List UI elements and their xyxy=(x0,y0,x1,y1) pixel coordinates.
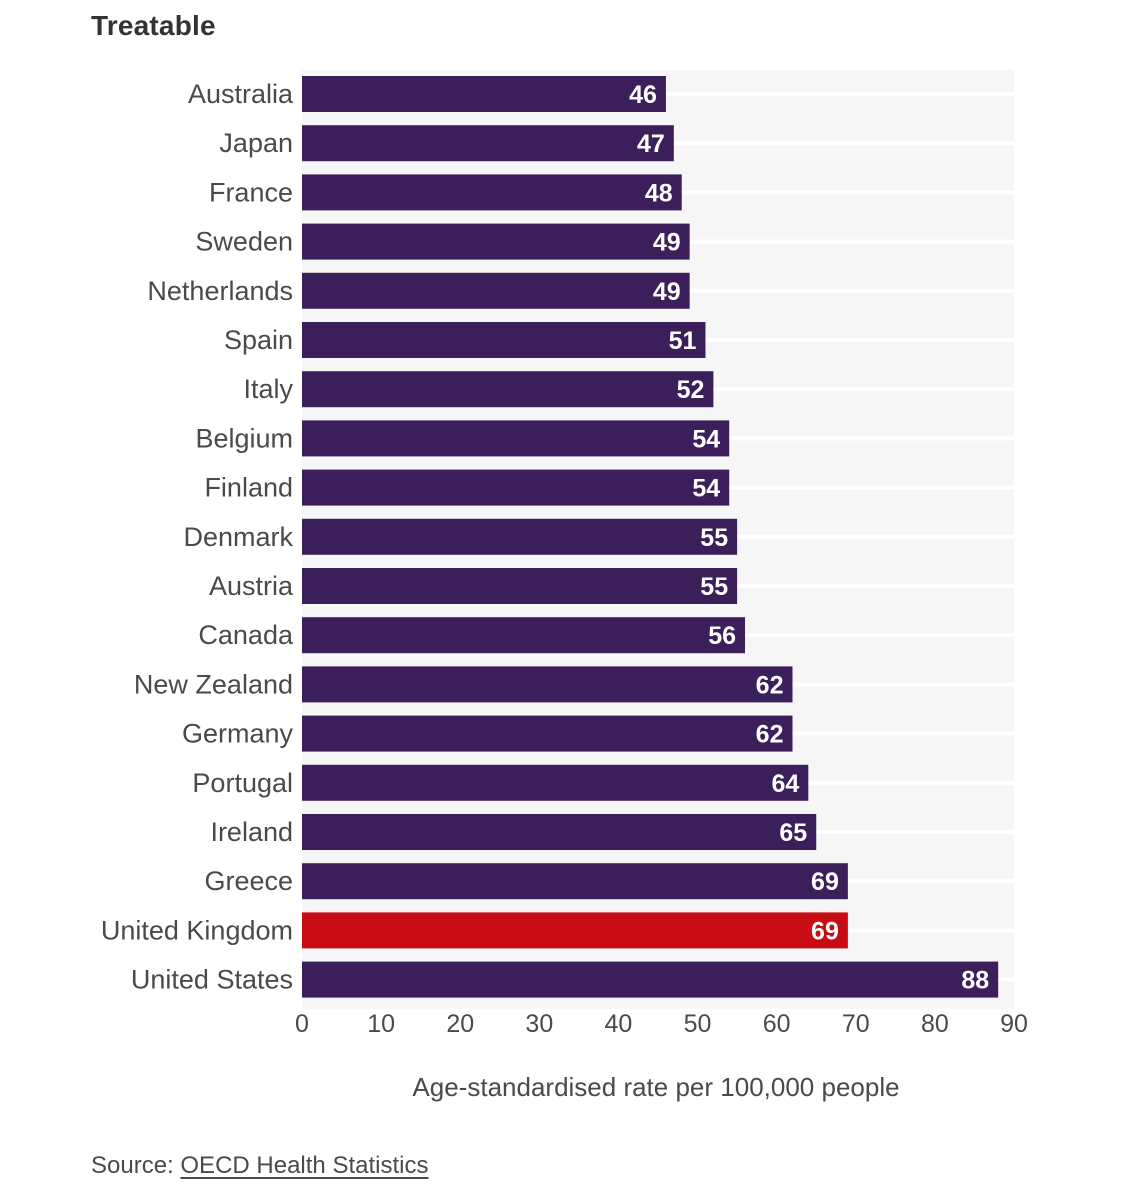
x-tick-label: 30 xyxy=(525,1010,553,1038)
source-prefix: Source: xyxy=(91,1152,181,1179)
value-label: 65 xyxy=(779,819,807,847)
category-label: Sweden xyxy=(195,227,293,257)
category-label: Austria xyxy=(209,571,294,601)
bar xyxy=(302,666,793,703)
value-label: 62 xyxy=(756,671,784,699)
x-tick-label: 50 xyxy=(684,1010,712,1038)
bar xyxy=(302,420,730,457)
x-tick-label: 10 xyxy=(367,1010,395,1038)
category-label: Denmark xyxy=(183,522,293,552)
source-link[interactable]: OECD Health Statistics xyxy=(180,1152,429,1179)
category-label: Canada xyxy=(198,620,294,650)
category-label: Germany xyxy=(182,719,294,749)
x-tick-label: 60 xyxy=(763,1010,791,1038)
x-tick-label: 70 xyxy=(842,1010,870,1038)
x-tick-label: 40 xyxy=(605,1010,633,1038)
bar xyxy=(302,912,848,949)
source-note: Source: OECD Health Statistics xyxy=(91,1152,428,1180)
category-label: Spain xyxy=(224,325,293,355)
category-label: Australia xyxy=(188,79,294,109)
x-tick-label: 0 xyxy=(295,1010,309,1038)
bar-chart: Australia Japan France Sweden Netherlands Spa… xyxy=(100,76,1028,1102)
value-label: 54 xyxy=(692,425,720,453)
bar xyxy=(302,371,714,408)
value-label: 55 xyxy=(700,573,728,601)
value-label: 64 xyxy=(771,770,799,798)
category-label: Greece xyxy=(204,866,293,896)
bar xyxy=(302,272,690,309)
chart-title: Treatable xyxy=(91,10,216,41)
value-label: 88 xyxy=(961,967,989,995)
bar xyxy=(302,814,817,850)
value-label: 56 xyxy=(708,622,736,650)
bar xyxy=(302,76,666,112)
category-label: Japan xyxy=(219,128,293,158)
x-axis-title: Age-standardised rate per 100,000 people xyxy=(412,1072,899,1102)
bar xyxy=(302,617,746,654)
value-label: 49 xyxy=(653,229,681,257)
category-label: Italy xyxy=(243,374,293,404)
bar xyxy=(302,764,809,801)
category-label: France xyxy=(209,177,293,207)
value-label: 69 xyxy=(811,868,839,896)
bar xyxy=(302,863,848,900)
bar xyxy=(302,518,738,555)
bars xyxy=(302,76,999,998)
value-label: 51 xyxy=(669,327,697,355)
x-tick-label: 80 xyxy=(921,1010,949,1038)
value-label: 46 xyxy=(629,81,657,109)
bar xyxy=(302,568,738,604)
category-label: New Zealand xyxy=(134,669,293,699)
value-label: 55 xyxy=(700,524,728,552)
value-label: 62 xyxy=(756,721,784,749)
bar xyxy=(302,715,793,752)
bar xyxy=(302,125,674,162)
bar xyxy=(302,223,690,260)
value-label: 48 xyxy=(645,179,673,207)
category-label: Belgium xyxy=(195,423,293,453)
x-axis-ticks: 0 10 20 30 40 50 60 70 80 90 xyxy=(295,1010,1028,1038)
bar xyxy=(302,174,682,211)
value-label: 69 xyxy=(811,917,839,945)
category-label: United Kingdom xyxy=(101,915,293,945)
x-tick-label: 90 xyxy=(1000,1010,1028,1038)
category-labels: Australia Japan France Sweden Netherlands Spa… xyxy=(101,79,294,995)
value-label: 49 xyxy=(653,278,681,306)
category-label: Netherlands xyxy=(147,276,293,306)
category-label: Finland xyxy=(204,473,293,503)
value-label: 54 xyxy=(692,475,720,503)
category-label: Portugal xyxy=(192,768,293,798)
value-label: 47 xyxy=(637,130,665,158)
bar xyxy=(302,322,706,358)
category-label: Ireland xyxy=(210,817,293,847)
bar xyxy=(302,961,999,998)
category-label: United States xyxy=(131,965,293,995)
x-tick-label: 20 xyxy=(446,1010,474,1038)
value-label: 52 xyxy=(677,376,705,404)
bar xyxy=(302,469,730,506)
